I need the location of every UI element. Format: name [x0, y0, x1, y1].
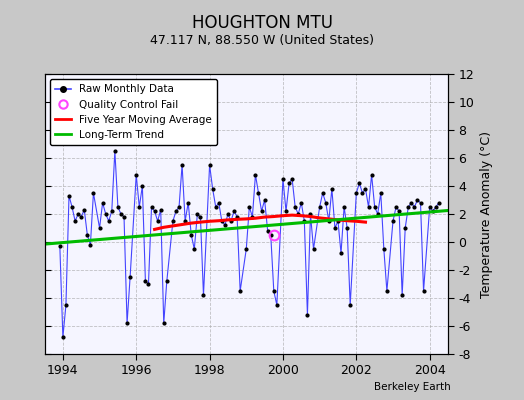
- Text: 47.117 N, 88.550 W (United States): 47.117 N, 88.550 W (United States): [150, 34, 374, 47]
- Text: Berkeley Earth: Berkeley Earth: [374, 382, 451, 392]
- Y-axis label: Temperature Anomaly (°C): Temperature Anomaly (°C): [480, 130, 493, 298]
- Text: HOUGHTON MTU: HOUGHTON MTU: [191, 14, 333, 32]
- Legend: Raw Monthly Data, Quality Control Fail, Five Year Moving Average, Long-Term Tren: Raw Monthly Data, Quality Control Fail, …: [50, 79, 217, 145]
